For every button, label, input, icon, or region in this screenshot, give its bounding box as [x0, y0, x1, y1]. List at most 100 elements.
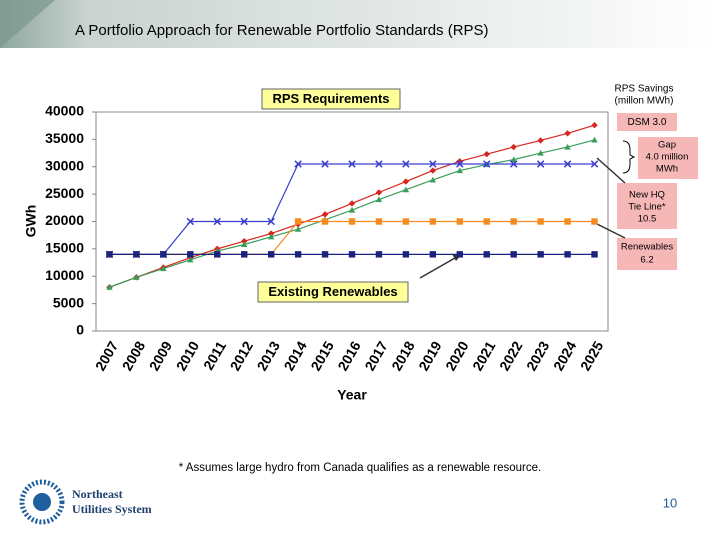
- marker: [375, 251, 383, 258]
- marker: [214, 251, 221, 258]
- annotation: RPS Requirements: [272, 91, 389, 106]
- marker: [402, 178, 410, 185]
- marker: [590, 160, 599, 168]
- marker: [160, 251, 167, 258]
- x-tick-label: 2014: [280, 338, 310, 373]
- y-tick-label: 25000: [45, 185, 84, 201]
- y-tick-label: 35000: [45, 130, 84, 146]
- marker: [564, 218, 571, 225]
- x-tick-label: 2008: [119, 338, 149, 373]
- marker: [267, 251, 275, 258]
- marker: [294, 225, 302, 232]
- header-band: [0, 0, 720, 48]
- x-tick-label: 2009: [146, 338, 176, 373]
- marker: [591, 136, 598, 143]
- marker: [240, 217, 248, 226]
- header-corner: [0, 0, 55, 48]
- annotation: DSM 3.0: [628, 117, 667, 128]
- annotation: Gap: [658, 140, 676, 151]
- x-axis-label: Year: [337, 387, 367, 403]
- marker: [267, 230, 275, 237]
- y-axis-label: GWh: [23, 205, 39, 238]
- annotation-box: [617, 113, 677, 131]
- y-tick-label: 5000: [53, 294, 84, 310]
- x-tick-label: 2022: [496, 338, 526, 373]
- x-tick-label: 2017: [361, 338, 391, 373]
- x-tick-label: 2012: [227, 338, 257, 373]
- marker: [213, 217, 221, 226]
- x-tick-label: 2021: [469, 338, 499, 373]
- marker: [187, 251, 194, 258]
- y-tick-label: 15000: [45, 240, 84, 256]
- marker: [375, 196, 383, 203]
- y-tick-label: 20000: [45, 212, 84, 228]
- x-tick-label: 2018: [388, 338, 418, 373]
- annotation: MWh: [656, 164, 678, 175]
- marker: [510, 143, 517, 151]
- x-tick-label: 2023: [523, 338, 553, 373]
- marker: [510, 251, 517, 258]
- marker: [429, 218, 437, 225]
- footnote: * Assumes large hydro from Canada qualif…: [179, 462, 541, 474]
- marker: [564, 251, 571, 258]
- marker: [241, 251, 248, 258]
- y-tick-label: 40000: [45, 103, 84, 119]
- slide-title: A Portfolio Approach for Renewable Portf…: [75, 22, 489, 39]
- marker: [294, 160, 302, 168]
- x-tick-label: 2025: [577, 338, 607, 373]
- marker: [375, 218, 383, 225]
- marker: [241, 238, 248, 245]
- marker: [133, 251, 140, 258]
- marker: [537, 251, 544, 258]
- marker: [267, 217, 275, 226]
- annotation: Existing Renewables: [268, 284, 397, 299]
- brace: [622, 140, 636, 174]
- logo-text: Utilities System: [72, 502, 152, 516]
- marker: [483, 218, 490, 225]
- annotation-box: [617, 238, 677, 270]
- marker: [429, 176, 437, 183]
- marker: [456, 167, 463, 174]
- marker: [321, 218, 329, 225]
- x-tick-label: 2024: [550, 338, 580, 373]
- marker: [294, 251, 302, 258]
- x-tick-label: 2007: [92, 338, 122, 373]
- annotation-box: [257, 281, 409, 303]
- annotation: 6.2: [640, 255, 653, 266]
- marker: [591, 218, 598, 225]
- marker: [321, 211, 329, 218]
- marker: [402, 251, 410, 258]
- marker: [510, 156, 517, 163]
- annotation-box: [261, 88, 401, 110]
- annotation: RPS Savings: [615, 84, 674, 95]
- marker: [133, 274, 140, 280]
- marker: [563, 160, 572, 168]
- marker: [456, 218, 463, 225]
- marker: [186, 217, 195, 226]
- marker: [106, 284, 113, 290]
- marker: [375, 189, 383, 196]
- marker: [106, 251, 113, 258]
- x-tick-label: 2020: [442, 338, 472, 373]
- marker: [348, 251, 356, 258]
- marker: [564, 143, 571, 150]
- annotation: Renewables: [621, 242, 674, 253]
- marker: [160, 265, 167, 272]
- arrow: [596, 223, 626, 239]
- marker: [241, 241, 248, 248]
- marker: [591, 121, 598, 129]
- marker: [348, 206, 356, 213]
- annotation-box: [617, 183, 677, 229]
- x-tick-label: 2016: [334, 338, 364, 373]
- marker: [536, 160, 545, 168]
- marker: [348, 218, 356, 225]
- marker: [510, 218, 517, 225]
- marker: [348, 160, 356, 168]
- y-tick-label: 30000: [45, 157, 84, 173]
- annotation: 10.5: [638, 214, 657, 225]
- x-tick-label: 2011: [200, 338, 229, 372]
- page-number: 10: [663, 495, 677, 510]
- marker: [429, 167, 437, 174]
- x-tick-label: 2019: [415, 338, 445, 373]
- marker: [321, 160, 329, 168]
